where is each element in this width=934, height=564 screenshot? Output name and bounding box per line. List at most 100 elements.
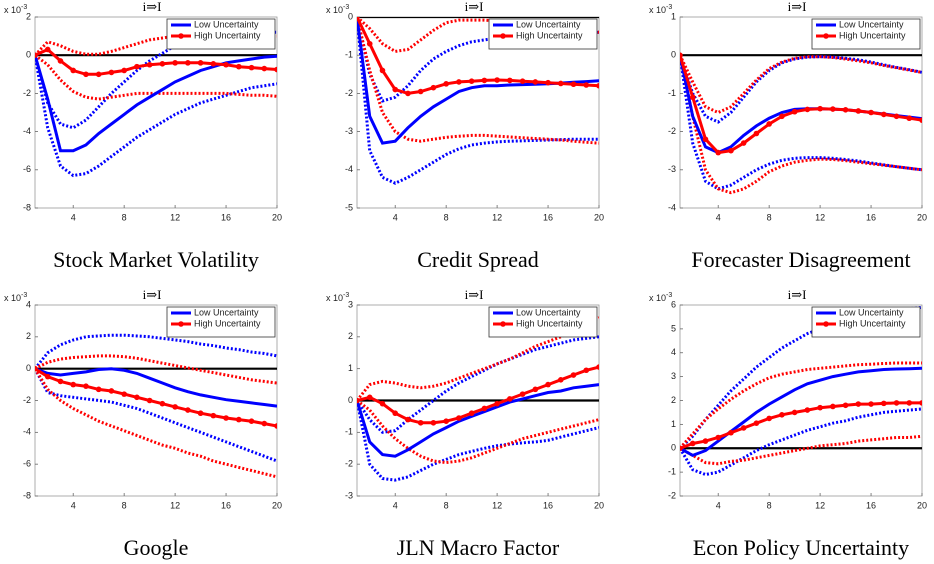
- chart-title: i⇒I: [465, 0, 484, 14]
- point: [146, 61, 153, 68]
- plot-area: [680, 52, 922, 195]
- plot-area: [357, 316, 599, 482]
- point: [274, 66, 277, 73]
- y-tick-label: -2: [668, 126, 676, 136]
- scale-exponent: -3: [21, 292, 27, 299]
- point: [830, 403, 836, 410]
- point: [223, 61, 229, 68]
- band-lower: [35, 367, 277, 479]
- point: [261, 420, 268, 427]
- y-tick-label: 0: [671, 443, 676, 453]
- point: [906, 115, 913, 122]
- scale-base: x 10: [4, 5, 21, 15]
- point: [366, 40, 373, 47]
- y-tick-label: -6: [23, 459, 31, 469]
- point: [366, 394, 373, 401]
- x-tick-label: 16: [866, 212, 876, 222]
- scale-base: x 10: [649, 5, 666, 15]
- band-lower: [357, 399, 599, 465]
- chart-title: i⇒I: [788, 287, 807, 302]
- point: [557, 377, 564, 383]
- point: [868, 401, 874, 407]
- point: [507, 396, 513, 402]
- point: [248, 418, 255, 424]
- point: [481, 77, 488, 84]
- legend-box: [811, 18, 921, 50]
- scale-exponent: -3: [666, 4, 672, 11]
- x-tick-label: 20: [272, 500, 282, 510]
- x-tick-label: 12: [815, 500, 825, 510]
- y-tick-label: 0: [348, 395, 353, 405]
- scale-label: x 10-3: [4, 4, 27, 16]
- point: [779, 113, 785, 120]
- chart-title: i⇒I: [143, 287, 162, 302]
- point: [430, 419, 437, 426]
- point: [172, 404, 178, 410]
- point: [405, 90, 411, 97]
- point: [791, 409, 798, 416]
- point: [57, 378, 64, 385]
- point: [728, 429, 734, 436]
- x-tick-label: 16: [543, 212, 553, 222]
- x-tick-label: 12: [492, 500, 502, 510]
- point: [357, 17, 360, 20]
- chart-title: i⇒I: [788, 0, 807, 14]
- plot-area: [35, 30, 277, 178]
- legend-marker: [823, 33, 829, 39]
- x-tick-label: 4: [71, 500, 76, 510]
- point: [405, 416, 411, 423]
- point: [83, 71, 89, 78]
- scale-base: x 10: [4, 293, 21, 303]
- point: [134, 63, 140, 70]
- point: [532, 79, 539, 85]
- point: [392, 86, 399, 93]
- legend-marker: [823, 321, 829, 327]
- point: [35, 52, 38, 58]
- point: [417, 88, 424, 95]
- y-tick-label: -4: [345, 164, 353, 174]
- x-tick-label: 8: [767, 500, 772, 510]
- scale-label: x 10-3: [4, 292, 27, 304]
- y-tick-label: 2: [671, 395, 676, 405]
- x-tick-label: 20: [272, 212, 282, 222]
- point: [223, 415, 229, 421]
- point: [83, 383, 89, 389]
- point: [468, 78, 475, 84]
- x-tick-label: 20: [594, 212, 604, 222]
- series-line: [357, 383, 599, 458]
- point: [44, 46, 51, 53]
- point: [197, 410, 204, 417]
- series-line: [35, 54, 277, 153]
- point: [583, 367, 590, 374]
- point: [430, 84, 437, 91]
- y-tick-label: 5: [671, 323, 676, 333]
- legend-marker: [500, 321, 506, 327]
- point: [443, 418, 449, 424]
- point: [172, 60, 178, 66]
- legend-label: High Uncertainty: [839, 30, 906, 40]
- point: [210, 60, 217, 67]
- point: [545, 79, 551, 86]
- x-tick-label: 20: [917, 500, 927, 510]
- y-tick-label: -5: [345, 202, 353, 212]
- y-tick-label: 4: [671, 347, 676, 357]
- y-tick-label: 3: [671, 371, 676, 381]
- band-upper: [680, 305, 922, 450]
- band-upper: [680, 361, 922, 450]
- y-tick-label: 1: [671, 419, 676, 429]
- legend-label: High Uncertainty: [194, 318, 261, 328]
- point: [95, 71, 102, 78]
- caption: Econ Policy Uncertainty: [693, 535, 909, 560]
- point: [766, 415, 772, 422]
- y-tick-label: 4: [26, 299, 31, 309]
- point: [570, 81, 577, 88]
- point: [357, 397, 360, 404]
- legend-label: High Uncertainty: [516, 318, 583, 328]
- point: [868, 109, 874, 116]
- point: [753, 420, 760, 426]
- x-tick-label: 12: [815, 212, 825, 222]
- x-tick-label: 20: [917, 212, 927, 222]
- series-line: [680, 366, 922, 458]
